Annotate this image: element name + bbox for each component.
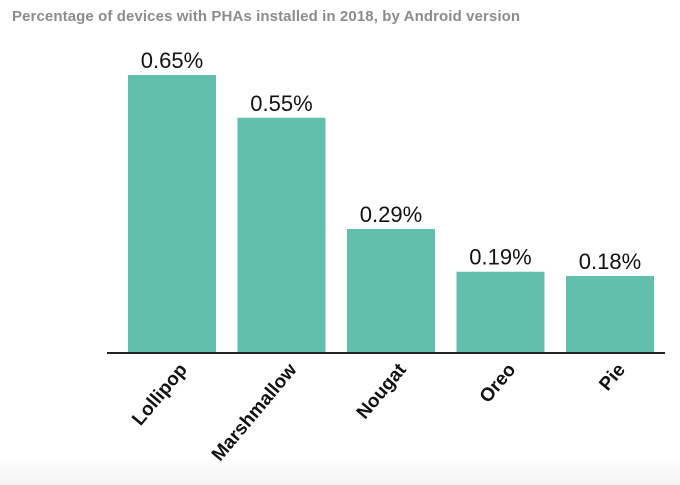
chart-title: Percentage of devices with PHAs installe… bbox=[12, 8, 521, 25]
value-label-nougat: 0.29% bbox=[360, 202, 422, 227]
bottom-shade bbox=[0, 457, 680, 485]
bar-marshmallow bbox=[237, 117, 326, 354]
bar-lollipop bbox=[128, 75, 216, 353]
value-label-marshmallow: 0.55% bbox=[250, 91, 312, 116]
x-tick-label-lollipop: Lollipop bbox=[128, 360, 192, 430]
x-tick-label-oreo: Oreo bbox=[476, 360, 521, 407]
x-tick-label-marshmallow: Marshmallow bbox=[208, 360, 302, 466]
value-label-lollipop: 0.65% bbox=[141, 48, 203, 73]
bar-oreo bbox=[456, 271, 545, 353]
x-tick-labels-layer: Lollipop Marshmallow Nougat Oreo Pie bbox=[128, 359, 630, 465]
x-tick-label-pie: Pie bbox=[595, 360, 629, 395]
bar-pie bbox=[566, 276, 654, 353]
x-tick-label-nougat: Nougat bbox=[353, 359, 412, 423]
bars-layer bbox=[128, 75, 654, 354]
bar-nougat bbox=[347, 228, 435, 353]
value-label-pie: 0.18% bbox=[579, 249, 641, 274]
value-labels-layer: 0.65% 0.55% 0.29% 0.19% 0.18% bbox=[141, 48, 641, 274]
value-label-oreo: 0.19% bbox=[469, 245, 531, 270]
